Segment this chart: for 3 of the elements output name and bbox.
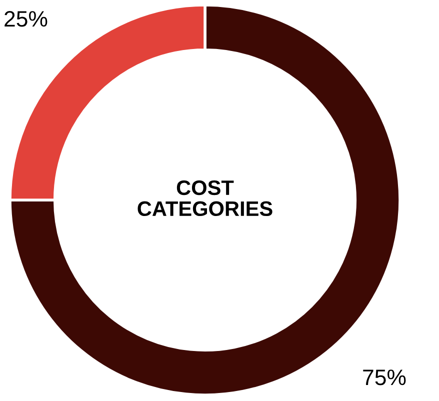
data-label: 75% [363,370,406,386]
text: COST CATEGORIES [138,180,272,216]
data-label: 25% [4,10,48,27]
